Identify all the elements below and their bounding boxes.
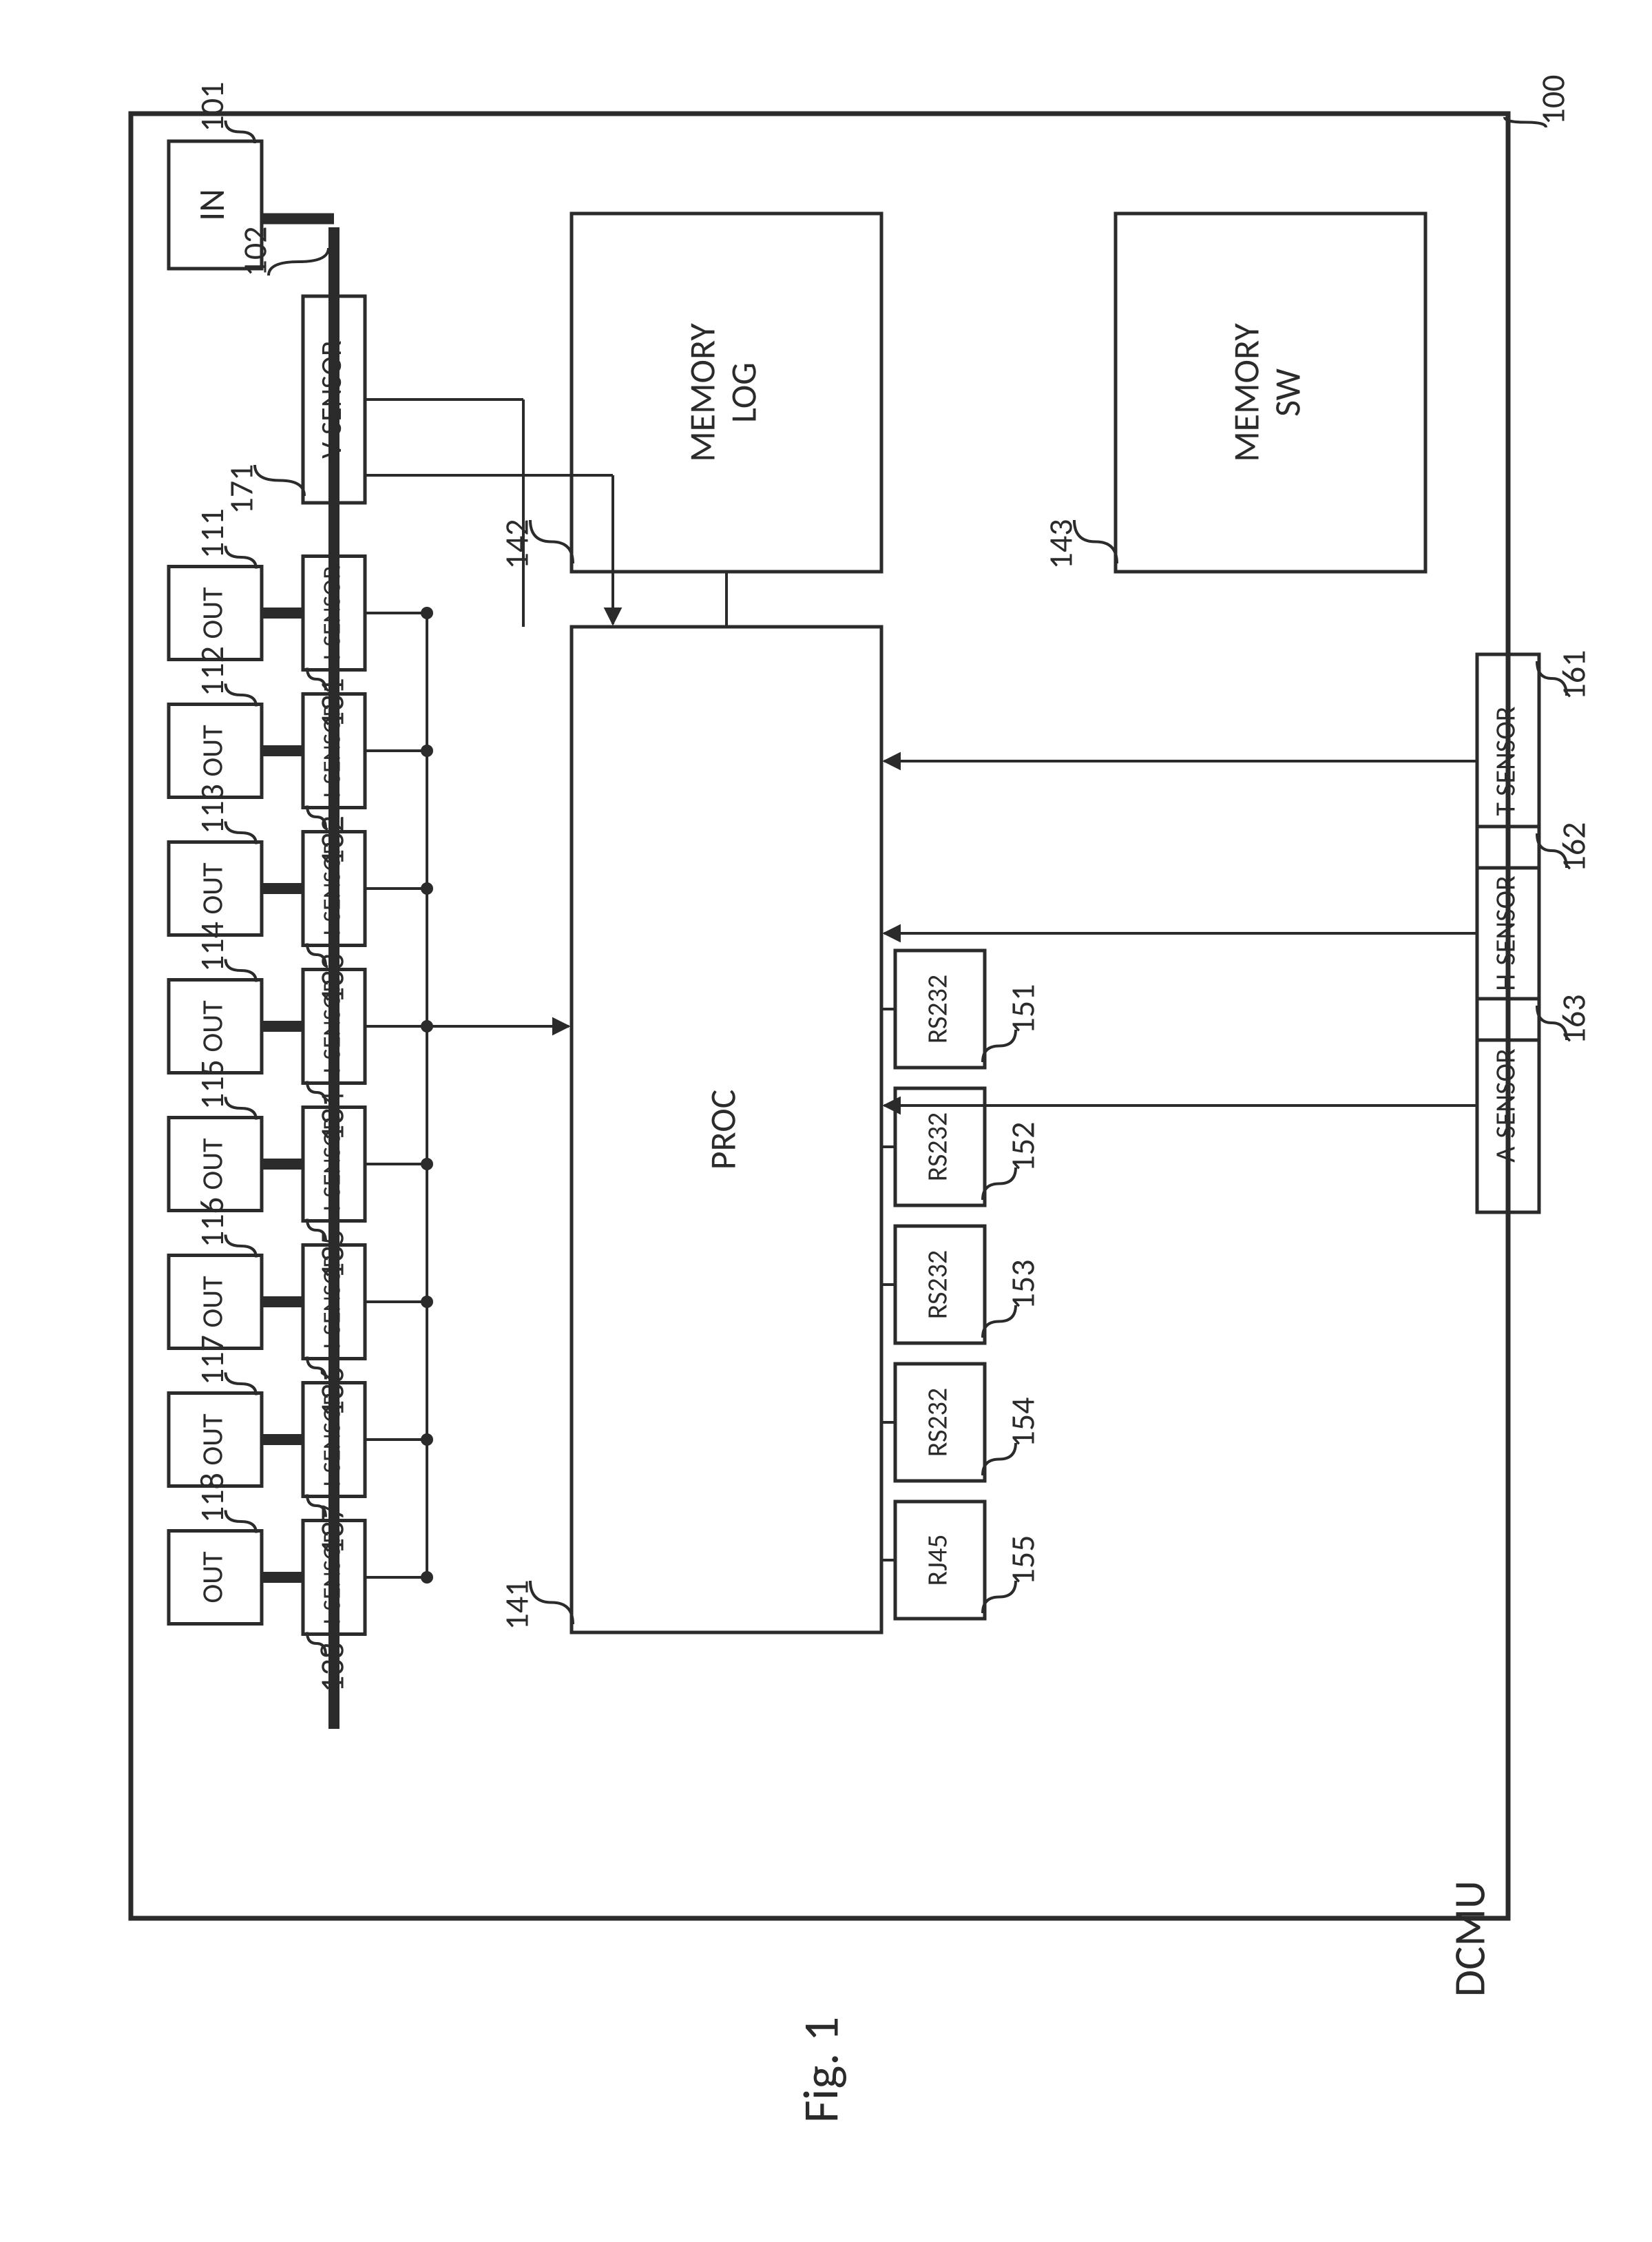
port-label-2: RS232 — [921, 1250, 954, 1319]
port-label-3: RS232 — [921, 1388, 954, 1457]
i-sensor-ref-7: 138 — [311, 1642, 352, 1692]
proc-label: PROC — [700, 1090, 744, 1170]
out-label-7: OUT — [196, 1551, 231, 1603]
out-label-4: OUT — [196, 1138, 231, 1190]
port-ref-2: 153 — [1002, 1260, 1043, 1310]
sw-label1: SW — [1265, 369, 1309, 417]
env-sensor-ref-1: 162 — [1553, 822, 1593, 873]
sw-label2: MEMORY — [1224, 323, 1268, 462]
out-label-0: OUT — [196, 587, 231, 639]
port-ref-0: 151 — [1002, 984, 1043, 1035]
out-label-6: OUT — [196, 1413, 231, 1465]
i-sensor-label-4: I-SENSOR — [317, 1117, 347, 1212]
i-sensor-label-0: I-SENSOR — [317, 565, 347, 661]
i-sensor-label-2: I-SENSOR — [317, 841, 347, 936]
port-ref-1: 152 — [1002, 1122, 1043, 1172]
env-sensor-label-2: A-SENSOR — [1489, 1048, 1523, 1163]
out-label-3: OUT — [196, 1000, 231, 1052]
figure-caption: Fig. 1 — [791, 2017, 852, 2123]
out-label-5: OUT — [196, 1276, 231, 1327]
main-ref: 100 — [1532, 75, 1573, 125]
i-sensor-label-7: I-SENSOR — [317, 1530, 347, 1625]
out-label-1: OUT — [196, 725, 231, 776]
port-label-1: RS232 — [921, 1112, 954, 1181]
log-label1: LOG — [721, 362, 765, 423]
i-sensor-label-3: I-SENSOR — [317, 979, 347, 1074]
env-sensor-ref-2: 163 — [1553, 995, 1593, 1045]
dcmu-label: DCMU — [1443, 1880, 1496, 1997]
env-sensor-label-1: H-SENSOR — [1489, 875, 1523, 991]
i-sensor-label-6: I-SENSOR — [317, 1392, 347, 1487]
port-ref-3: 154 — [1002, 1398, 1043, 1448]
port-label-4: RJ45 — [921, 1534, 954, 1586]
i-sensor-label-5: I-SENSOR — [317, 1254, 347, 1349]
log-label2: MEMORY — [680, 323, 724, 462]
v-sensor-label: V-SENSOR — [314, 340, 349, 459]
i-sensor-label-1: I-SENSOR — [317, 703, 347, 798]
env-sensor-ref-0: 161 — [1553, 650, 1593, 700]
in-label: IN — [189, 189, 233, 221]
port-label-0: RS232 — [921, 975, 954, 1044]
out-label-2: OUT — [196, 862, 231, 914]
port-ref-4: 155 — [1002, 1535, 1043, 1586]
env-sensor-label-0: T-SENSOR — [1489, 706, 1523, 816]
